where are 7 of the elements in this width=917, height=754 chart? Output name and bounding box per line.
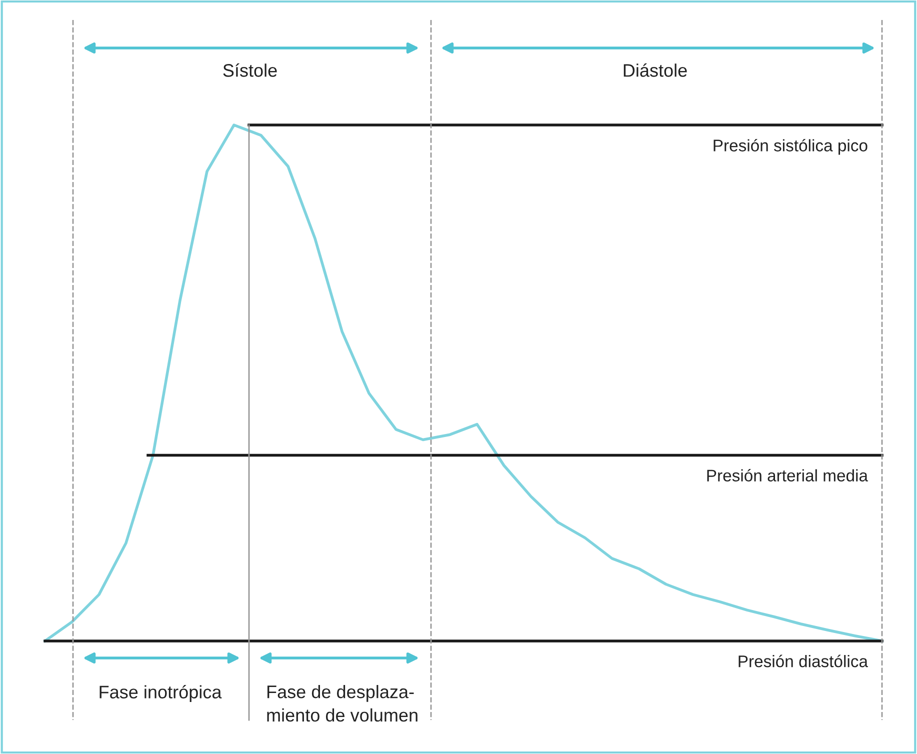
text: Fase de desplaza- miento de volumen (267, 685, 418, 722)
ref-line-label: Presión sistólica pico (714, 139, 868, 155)
ref-line-label: Presión diastólica (738, 654, 868, 668)
text: Fase inotrópica (100, 685, 222, 702)
ref-line-label: Presión arterial media (707, 469, 868, 482)
text: Diástole (624, 63, 687, 77)
text: Sístole (223, 63, 277, 77)
